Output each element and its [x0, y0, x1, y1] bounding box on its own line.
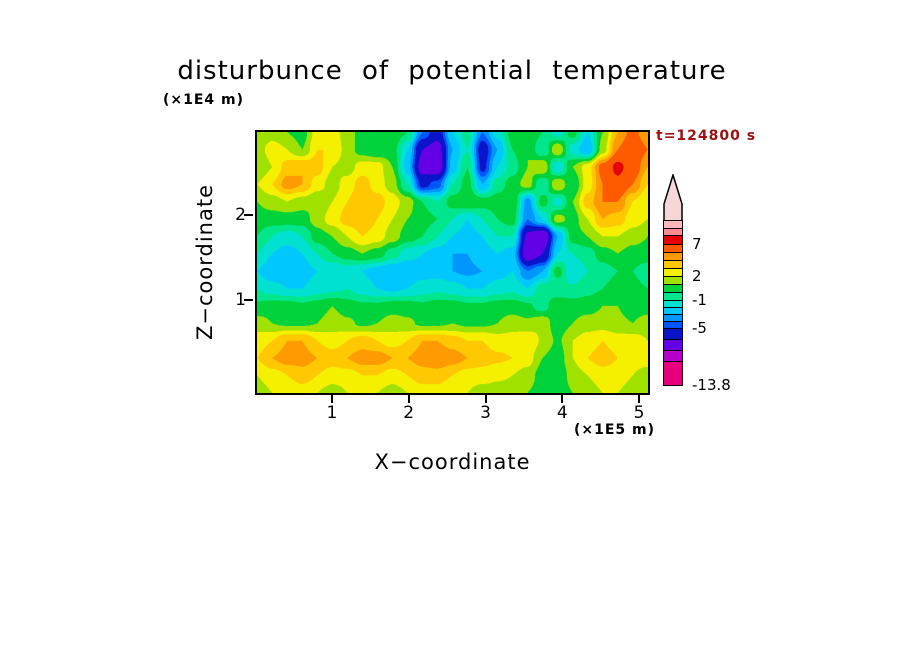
plot-title: disturbunce of potential temperature	[177, 56, 727, 86]
x-tick-label-4: 4	[556, 403, 568, 423]
x-tick-mark	[407, 395, 410, 403]
colorbar-segment	[664, 350, 682, 361]
x-tick-label-1: 1	[326, 403, 338, 423]
contour-canvas	[257, 132, 648, 393]
colorbar-segment	[664, 328, 682, 339]
colorbar-segment	[664, 276, 682, 284]
y-tick-mark	[244, 214, 253, 216]
colorbar-segment	[664, 260, 682, 268]
colorbar-segment	[664, 292, 682, 300]
y-axis-title: Z−coordinate	[193, 184, 217, 340]
x-tick-label-5: 5	[633, 403, 645, 423]
colorbar-segment	[664, 221, 682, 228]
colorbar-label-neg1: -1	[692, 291, 707, 309]
x-tick-label-2: 2	[403, 403, 415, 423]
x-tick-mark	[561, 395, 564, 403]
colorbar-segment	[664, 284, 682, 292]
y-tick-label-2: 2	[235, 205, 246, 225]
colorbar-segment	[664, 300, 682, 307]
y-tick-mark	[244, 299, 253, 301]
colorbar-label-7: 7	[692, 235, 702, 253]
colorbar-overflow-arrow-icon	[663, 174, 683, 222]
y-axis-unit-label: (×1E4 m)	[163, 92, 245, 108]
colorbar-segment	[664, 228, 682, 235]
colorbar-segment	[664, 307, 682, 314]
colorbar-segment	[664, 361, 682, 385]
colorbar-label-neg5: -5	[692, 319, 707, 337]
colorbar-arrow-shape	[663, 174, 683, 222]
x-axis-title: X−coordinate	[374, 450, 531, 474]
colorbar-label-neg13.8: -13.8	[692, 376, 731, 394]
colorbar-segment	[664, 244, 682, 252]
colorbar-segment	[664, 252, 682, 260]
time-annotation: t=124800 s	[656, 128, 757, 144]
x-tick-mark	[330, 395, 333, 403]
colorbar-segment	[664, 321, 682, 328]
x-tick-mark	[638, 395, 641, 403]
x-tick-label-3: 3	[480, 403, 491, 423]
plot-area	[255, 130, 650, 395]
colorbar-segment	[664, 268, 682, 276]
colorbar-segments	[663, 220, 683, 386]
colorbar-label-2: 2	[692, 267, 702, 285]
x-axis-unit-label: (×1E5 m)	[573, 422, 655, 438]
colorbar-segment	[664, 235, 682, 244]
colorbar-segment	[664, 314, 682, 321]
x-tick-mark	[484, 395, 487, 403]
colorbar-segment	[664, 339, 682, 350]
y-tick-label-1: 1	[235, 290, 246, 310]
